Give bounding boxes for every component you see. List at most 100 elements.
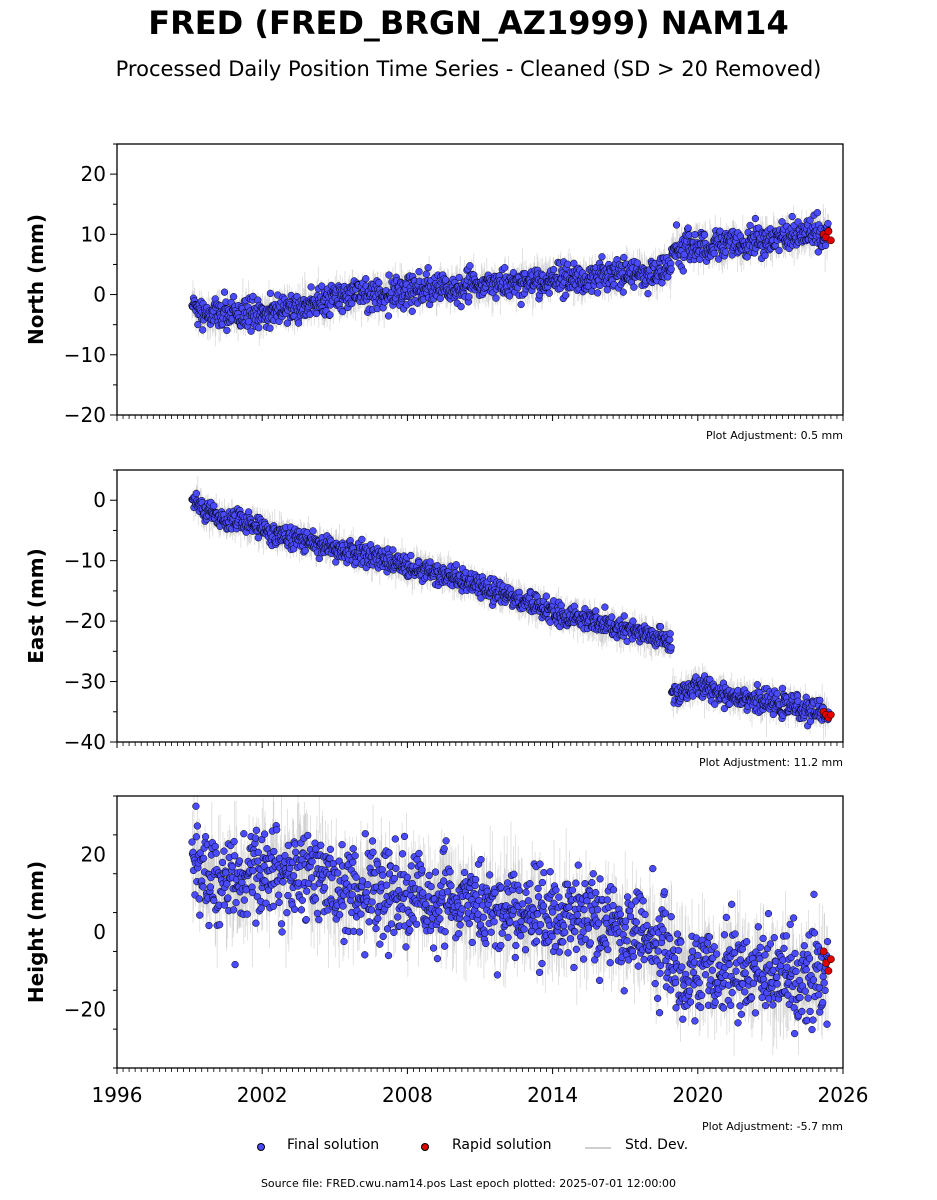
final-point [255, 324, 263, 332]
y-tick-label: 10 [81, 222, 106, 246]
final-point [592, 607, 600, 615]
final-point [603, 286, 611, 294]
final-point [457, 303, 465, 311]
final-point [283, 319, 292, 327]
final-point [633, 259, 641, 267]
final-point [788, 212, 796, 221]
final-point [362, 275, 370, 283]
final-point [422, 270, 430, 278]
final-point [492, 294, 500, 302]
final-solution-points [188, 489, 833, 730]
chart-title: FRED (FRED_BRGN_AZ1999) NAM14 [148, 4, 789, 42]
final-point [684, 224, 692, 232]
final-point [441, 276, 450, 284]
final-point [813, 209, 821, 217]
final-point [549, 265, 558, 274]
final-point [630, 283, 638, 291]
final-point [407, 551, 415, 560]
final-point [309, 527, 317, 535]
final-point [294, 319, 303, 327]
final-point [593, 289, 602, 297]
final-point [679, 267, 687, 275]
final-point [557, 601, 565, 610]
final-point [667, 265, 675, 273]
final-point [199, 326, 207, 334]
final-point [465, 293, 473, 301]
final-point [607, 613, 616, 621]
plot-adjustment-note: Plot Adjustment: 0.5 mm [706, 429, 843, 442]
final-point [415, 267, 423, 276]
final-point [326, 311, 334, 319]
final-point [358, 535, 366, 544]
final-point [307, 283, 315, 291]
y-tick-label: 20 [81, 162, 106, 186]
final-point [501, 264, 509, 272]
final-point [385, 271, 393, 279]
y-axis-label: North (mm) [24, 214, 48, 345]
final-point [247, 327, 255, 335]
final-point [455, 273, 463, 282]
final-point [775, 246, 783, 255]
final-point [509, 268, 518, 277]
y-tick-label: −10 [64, 343, 106, 367]
final-point [266, 289, 275, 298]
final-point [210, 502, 218, 510]
final-point [220, 288, 229, 296]
final-point [598, 253, 606, 261]
final-point [301, 546, 309, 555]
final-point [436, 294, 444, 303]
final-solution-points [188, 209, 833, 335]
final-point [570, 602, 579, 610]
final-point [542, 592, 550, 600]
y-tick-label: 0 [93, 283, 106, 307]
final-point [338, 307, 347, 316]
final-point [620, 253, 628, 262]
rapid-solution-points [819, 227, 835, 245]
final-point [721, 248, 730, 256]
final-point [710, 249, 718, 258]
final-point [821, 241, 830, 250]
final-point [424, 264, 432, 272]
final-point [562, 291, 570, 299]
final-point [619, 288, 627, 296]
final-point [517, 300, 525, 309]
final-point [761, 251, 769, 260]
final-point [452, 561, 460, 569]
final-point [644, 290, 652, 298]
final-point [408, 307, 416, 315]
final-point [570, 259, 578, 267]
rapid-point [827, 236, 835, 245]
final-point [743, 253, 751, 261]
final-point [223, 326, 231, 335]
final-point [384, 312, 393, 320]
final-point [192, 489, 201, 498]
final-point [466, 262, 474, 270]
final-point [700, 231, 709, 239]
panel-1: −20 −10 0 10 20 North (mm) Plot Adjustment: 0.… [24, 143, 844, 442]
final-point [778, 218, 786, 226]
final-point [806, 216, 814, 224]
panel-data [188, 476, 835, 740]
final-point [672, 221, 681, 229]
final-point [266, 324, 274, 332]
final-point [312, 309, 321, 318]
chart-subtitle: Processed Daily Position Time Series - C… [115, 57, 822, 81]
final-point [375, 279, 383, 287]
panel-data [188, 204, 835, 347]
rapid-point [824, 227, 833, 236]
final-point [751, 214, 760, 223]
final-point [254, 534, 262, 542]
final-point [601, 603, 609, 611]
final-point [318, 282, 326, 290]
final-point [389, 546, 397, 554]
final-point [545, 289, 553, 297]
final-point [746, 221, 754, 230]
final-point [563, 260, 572, 268]
final-point [249, 292, 257, 301]
final-point [691, 230, 699, 239]
final-point [824, 219, 832, 228]
final-point [505, 292, 514, 300]
final-point [814, 248, 822, 256]
